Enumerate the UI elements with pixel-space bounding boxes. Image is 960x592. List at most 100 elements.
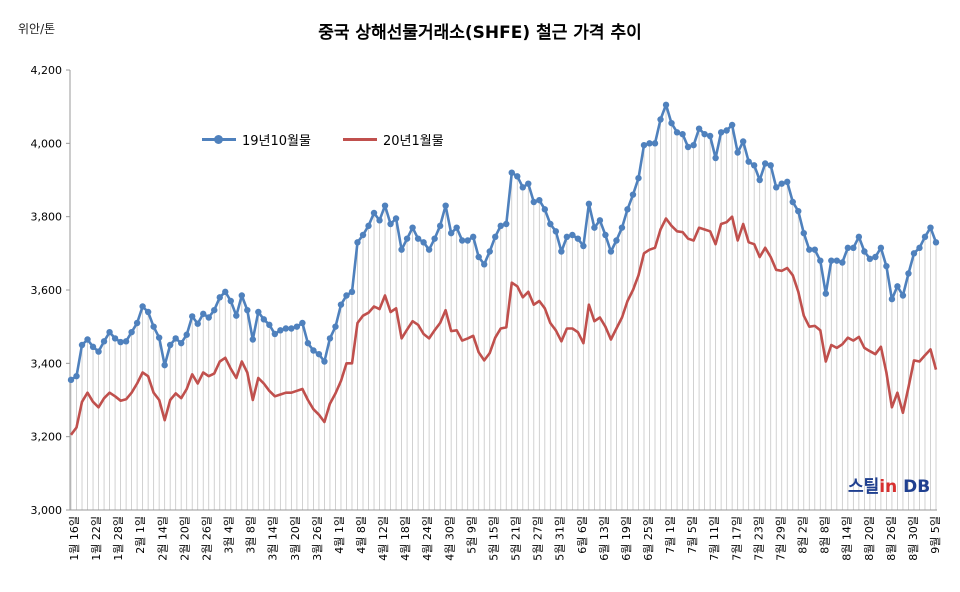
data-point bbox=[723, 127, 730, 134]
data-point bbox=[194, 320, 201, 327]
x-tick-label: 7월 23일 bbox=[751, 516, 765, 561]
x-tick-label: 5월 21일 bbox=[509, 516, 523, 561]
data-point bbox=[155, 334, 163, 341]
steelindb-logo: 스틸in DB bbox=[848, 477, 931, 497]
data-point bbox=[525, 180, 532, 187]
data-point bbox=[431, 235, 438, 242]
data-point bbox=[497, 222, 504, 230]
data-point bbox=[756, 176, 763, 184]
data-point bbox=[883, 262, 890, 270]
data-point bbox=[739, 138, 747, 145]
data-point bbox=[839, 259, 846, 266]
x-tick-label: 8월 20일 bbox=[862, 516, 876, 561]
data-point bbox=[166, 341, 174, 349]
data-point bbox=[321, 358, 328, 365]
x-tick-label: 5월 15일 bbox=[486, 516, 500, 561]
data-point bbox=[690, 141, 697, 149]
data-point bbox=[139, 303, 146, 310]
x-tick-label: 7월 1일 bbox=[663, 516, 677, 554]
x-tick-label: 2월 1일 bbox=[133, 516, 147, 554]
data-point bbox=[822, 290, 830, 297]
data-point bbox=[877, 244, 885, 252]
data-point bbox=[150, 323, 157, 330]
x-tick-label: 4월 18일 bbox=[398, 516, 412, 561]
x-tick-label: 7월 17일 bbox=[729, 516, 743, 561]
data-point bbox=[403, 235, 411, 242]
x-tick-label: 4월 8일 bbox=[354, 516, 368, 554]
data-point bbox=[613, 237, 620, 244]
data-point bbox=[392, 215, 400, 222]
data-point bbox=[767, 162, 774, 169]
data-point bbox=[387, 220, 394, 228]
data-point bbox=[591, 224, 598, 231]
data-point bbox=[866, 255, 874, 263]
data-point bbox=[778, 180, 785, 187]
x-tick-label: 5월 31일 bbox=[553, 516, 567, 561]
data-point bbox=[458, 237, 466, 244]
data-point bbox=[872, 253, 879, 261]
data-point bbox=[172, 335, 179, 342]
data-point bbox=[673, 129, 681, 136]
data-point bbox=[932, 239, 940, 246]
x-tick-label: 4월 12일 bbox=[376, 516, 390, 561]
data-point bbox=[503, 220, 510, 228]
data-point bbox=[651, 140, 659, 147]
data-point bbox=[376, 217, 383, 224]
data-point bbox=[541, 206, 549, 213]
data-point bbox=[277, 327, 284, 334]
y-tick-label: 4,000 bbox=[31, 137, 63, 150]
data-point bbox=[800, 229, 807, 237]
data-point bbox=[728, 121, 736, 129]
x-tick-label: 6월 6일 bbox=[575, 516, 589, 554]
data-point bbox=[927, 224, 934, 231]
data-point bbox=[817, 257, 824, 264]
data-point bbox=[640, 141, 648, 149]
data-point bbox=[607, 248, 615, 255]
data-point bbox=[73, 372, 80, 380]
data-point bbox=[530, 198, 538, 206]
data-point bbox=[293, 323, 301, 330]
data-point bbox=[436, 222, 444, 230]
data-point bbox=[618, 224, 626, 231]
data-point bbox=[514, 173, 521, 180]
x-tick-label: 3월 8일 bbox=[244, 516, 258, 554]
data-point bbox=[78, 341, 86, 349]
y-tick-label: 3,800 bbox=[31, 211, 63, 224]
data-point bbox=[519, 184, 526, 191]
x-tick-label: 8월 8일 bbox=[818, 516, 832, 554]
data-point bbox=[905, 270, 912, 277]
data-point bbox=[701, 130, 708, 138]
x-tick-label: 3월 14일 bbox=[266, 516, 280, 561]
data-point bbox=[602, 231, 609, 239]
chart-title: 중국 상해선물거래소(SHFE) 철근 가격 추이 bbox=[318, 23, 642, 43]
data-point bbox=[850, 244, 857, 252]
data-point bbox=[547, 220, 554, 228]
data-point bbox=[299, 319, 306, 327]
data-point bbox=[200, 310, 207, 318]
data-point bbox=[916, 244, 923, 252]
data-point bbox=[750, 162, 758, 169]
x-tick-label: 3월 26일 bbox=[310, 516, 324, 561]
data-point bbox=[343, 292, 350, 299]
data-point bbox=[899, 292, 907, 299]
x-tick-label: 8월 26일 bbox=[884, 516, 898, 561]
x-tick-label: 7월 11일 bbox=[707, 516, 721, 561]
data-point bbox=[695, 125, 703, 132]
data-point bbox=[921, 233, 929, 241]
data-point bbox=[106, 328, 113, 336]
data-point bbox=[745, 158, 752, 165]
data-point bbox=[894, 283, 901, 290]
data-point bbox=[144, 308, 152, 316]
data-point bbox=[888, 295, 896, 303]
y-tick-label: 3,200 bbox=[31, 431, 63, 444]
data-point bbox=[635, 174, 642, 182]
data-point bbox=[222, 288, 229, 296]
x-tick-label: 6월 19일 bbox=[619, 516, 633, 561]
data-point bbox=[370, 209, 378, 217]
data-point bbox=[706, 132, 714, 140]
series-line-1 bbox=[70, 103, 938, 381]
x-tick-label: 5월 27일 bbox=[531, 516, 545, 561]
data-point bbox=[646, 140, 653, 147]
x-tick-label: 1월 16일 bbox=[67, 516, 81, 561]
x-tick-label: 7월 29일 bbox=[773, 516, 787, 561]
